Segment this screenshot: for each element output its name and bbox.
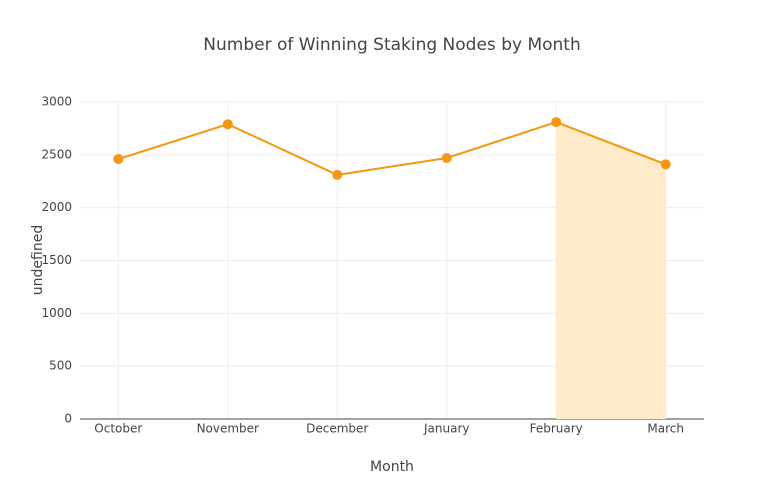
y-tick-label: 0 bbox=[64, 412, 72, 426]
x-tick-label: January bbox=[423, 422, 470, 436]
marker bbox=[332, 169, 343, 180]
x-tick-label: February bbox=[530, 422, 583, 436]
y-tick-label: 500 bbox=[49, 359, 72, 373]
y-tick-label: 2500 bbox=[41, 147, 72, 161]
line bbox=[118, 121, 667, 176]
marker bbox=[441, 153, 452, 164]
x-tick-label: November bbox=[197, 422, 259, 436]
x-tick-label: December bbox=[306, 422, 368, 436]
marker bbox=[113, 154, 124, 165]
marker bbox=[222, 119, 233, 130]
x-tick-label: March bbox=[647, 422, 684, 436]
marker bbox=[551, 117, 562, 128]
highlight-area bbox=[556, 122, 666, 420]
x-tick-label: October bbox=[94, 422, 142, 436]
y-axis-title: undefined bbox=[30, 225, 46, 295]
y-tick-label: 1500 bbox=[41, 253, 72, 267]
y-tick-label: 1000 bbox=[41, 306, 72, 320]
x-axis-title: Month bbox=[370, 459, 414, 475]
y-tick-label: 2000 bbox=[41, 200, 72, 214]
chart-title: Number of Winning Staking Nodes by Month bbox=[203, 35, 580, 55]
marker bbox=[660, 159, 671, 170]
y-tick-label: 3000 bbox=[41, 95, 72, 109]
